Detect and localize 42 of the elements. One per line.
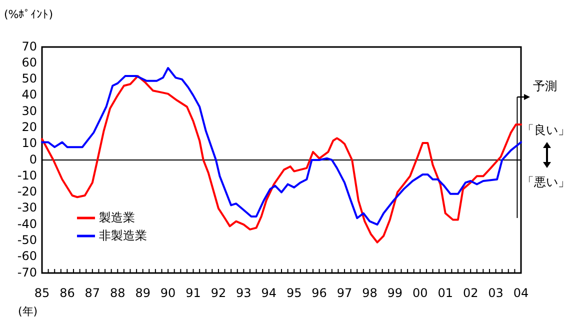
y-tick-label: 10 [22, 136, 37, 150]
y-tick-label: -50 [17, 232, 37, 247]
x-tick-label: 90 [160, 286, 176, 300]
y-tick-label: 0 [29, 152, 37, 166]
x-tick-label: 85 [34, 286, 50, 300]
x-tick-label: 04 [513, 286, 529, 300]
y-tick-label: 60 [22, 55, 37, 70]
y-axis-title: (%ﾎﾟｲﾝﾄ) [4, 8, 54, 21]
x-tick-label: 93 [236, 286, 252, 300]
x-tick-label: 01 [438, 286, 454, 300]
x-tick-label: 03 [488, 286, 504, 300]
x-tick-label: 86 [60, 286, 75, 300]
ref-line-label: 予測 [533, 79, 557, 93]
x-tick-label: 97 [336, 286, 352, 300]
x-tick-label: 89 [135, 286, 150, 300]
x-tick-label: 00 [412, 286, 428, 300]
x-tick-label: 98 [362, 286, 378, 300]
y-tick-label: 50 [22, 72, 37, 86]
x-tick-label: 88 [110, 286, 126, 300]
x-tick-label: 02 [462, 286, 478, 300]
legend-label: 非製造業 [99, 228, 147, 242]
legend-label: 製造業 [99, 210, 135, 224]
x-tick-label: 94 [261, 286, 277, 300]
text: 「良い」 [522, 123, 565, 137]
x-tick-label: 99 [387, 286, 403, 300]
y-tick-label: 70 [22, 39, 37, 54]
x-tick-label: 96 [312, 286, 327, 300]
x-tick-label: 91 [186, 286, 201, 300]
x-tick-label: 92 [210, 286, 226, 300]
y-tick-label: -40 [17, 216, 37, 231]
y-tick-label: 30 [22, 104, 37, 118]
y-tick-label: -20 [17, 184, 37, 199]
x-axis-title: (年) [18, 305, 38, 318]
y-tick-label: -60 [17, 249, 37, 264]
y-tick-label: -30 [17, 200, 37, 215]
y-tick-label: -10 [17, 168, 37, 182]
text: 「悪い」 [522, 175, 565, 189]
y-tick-label: 20 [22, 120, 37, 134]
y-tick-label: -70 [17, 265, 37, 280]
x-tick-label: 95 [286, 286, 302, 300]
x-tick-label: 87 [84, 286, 100, 300]
y-tick-label: 40 [22, 88, 37, 102]
